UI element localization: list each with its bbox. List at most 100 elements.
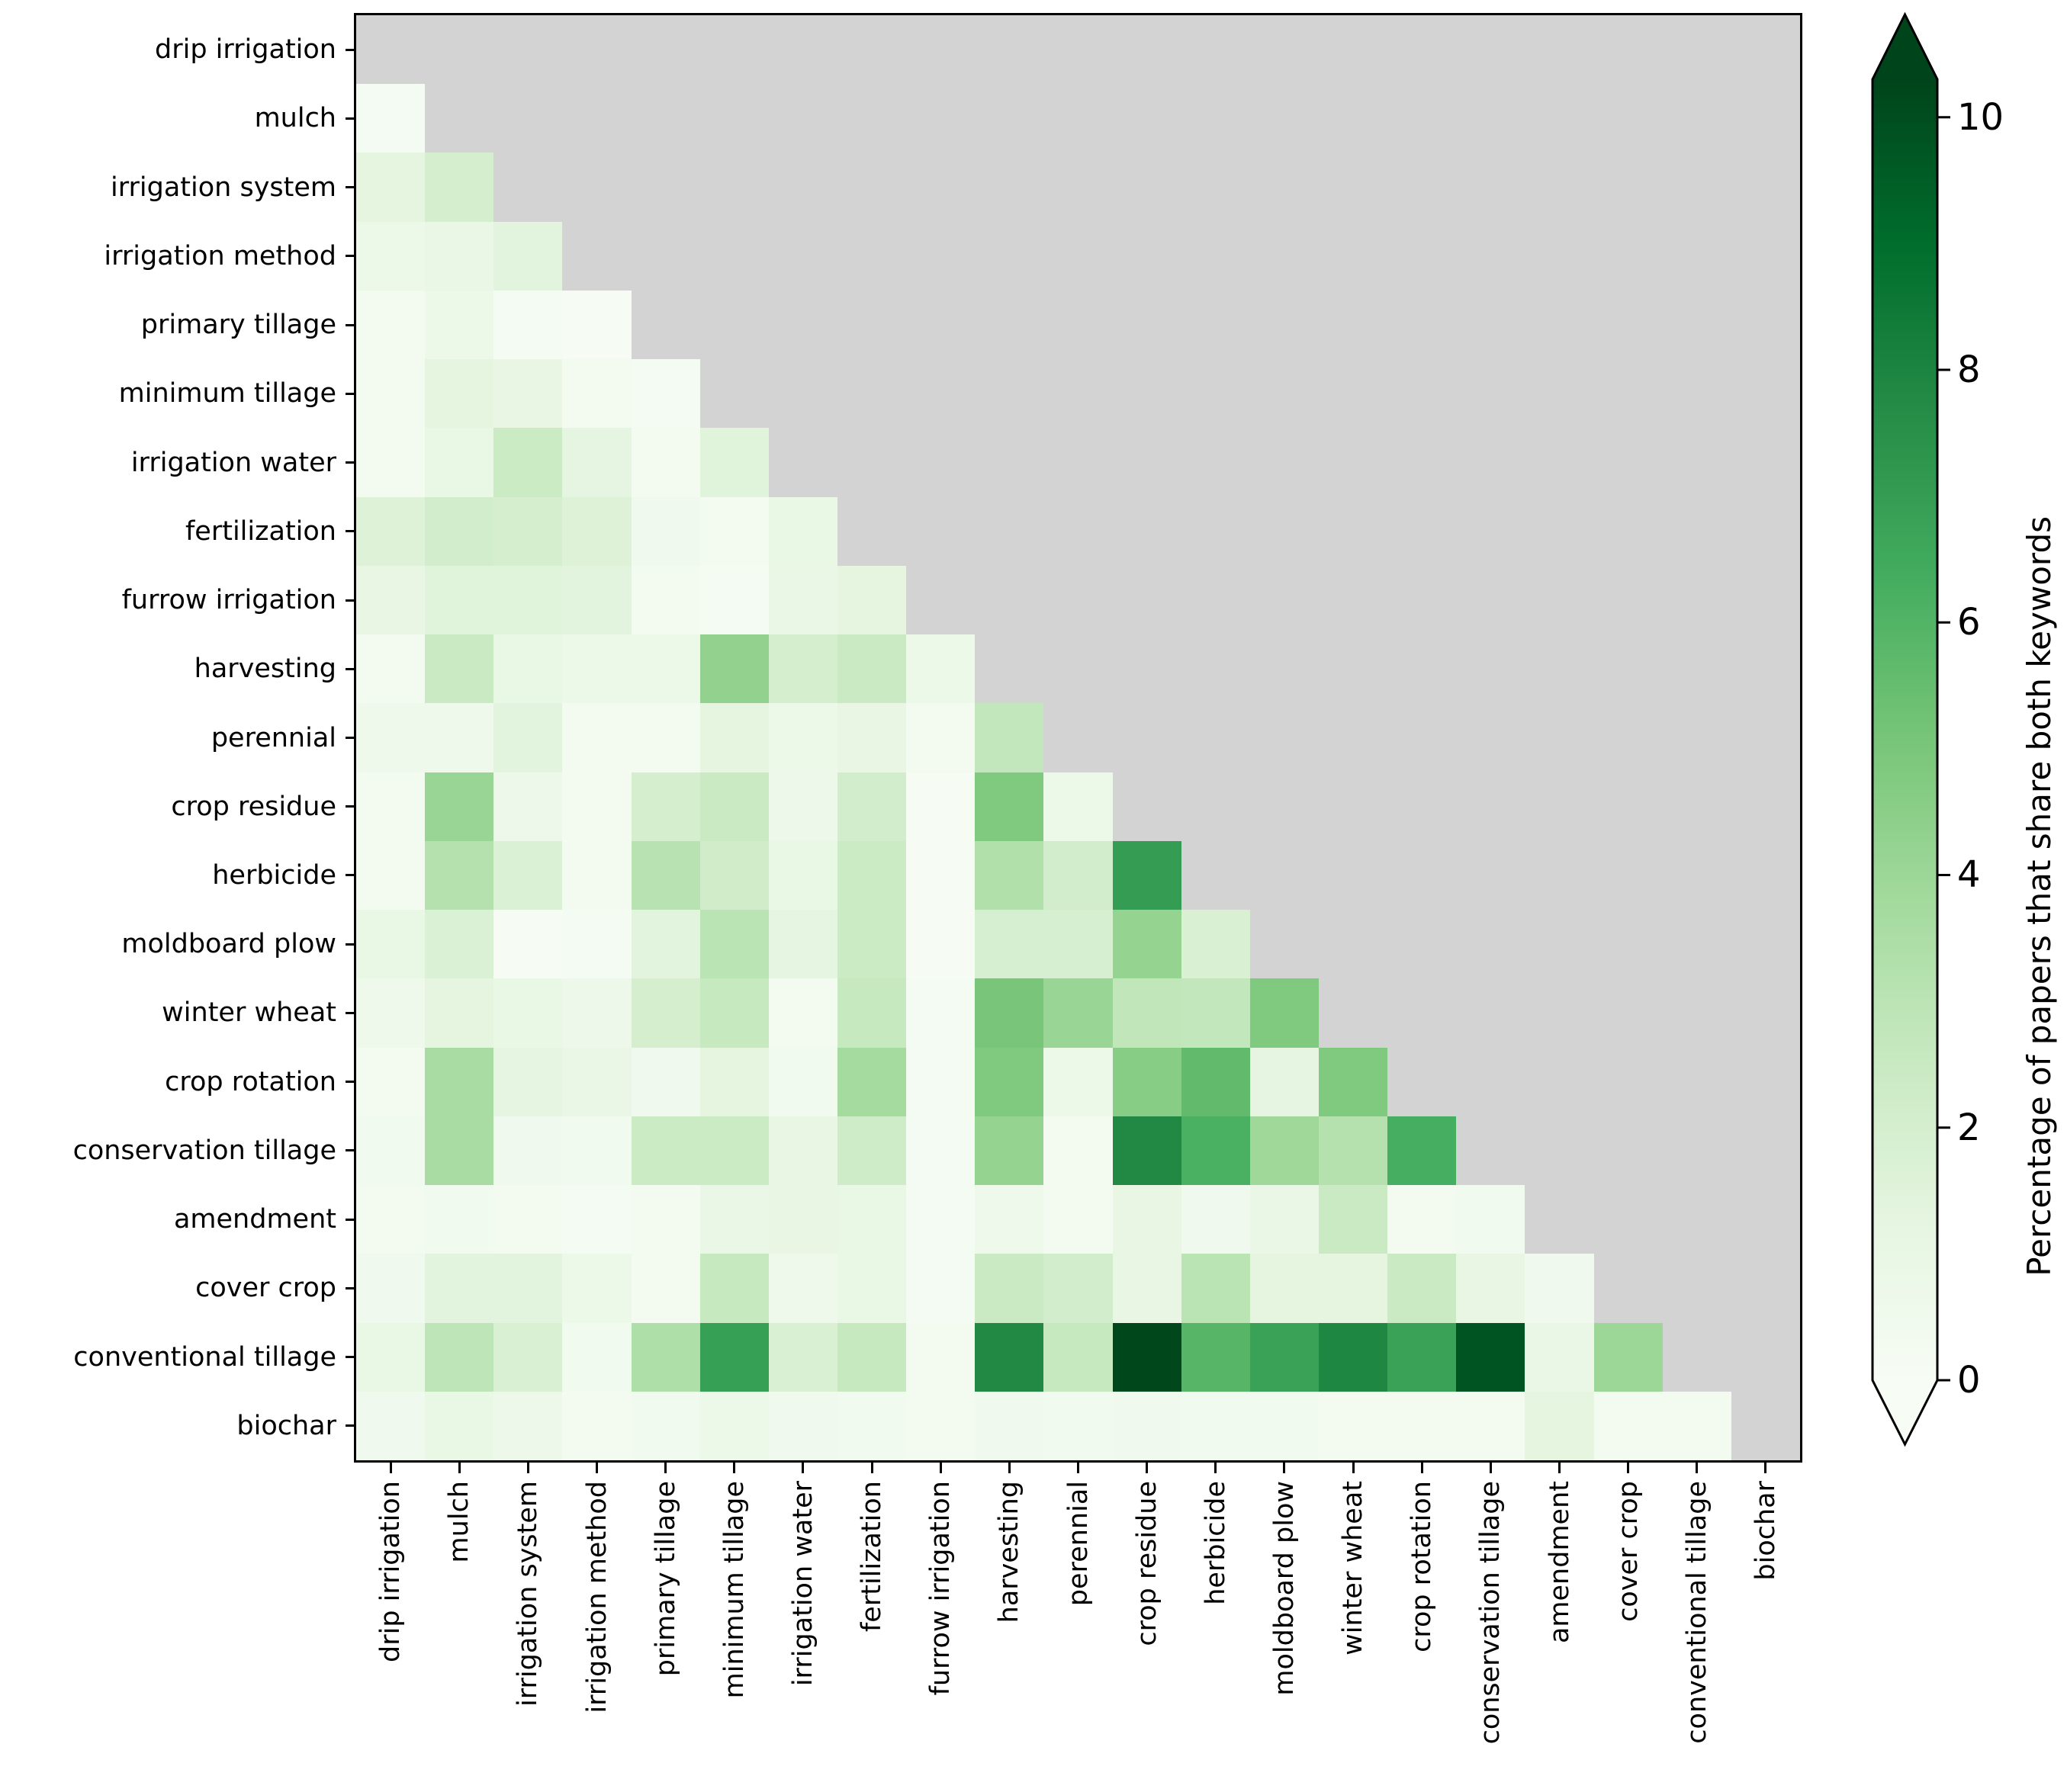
heatmap-cell — [425, 772, 493, 841]
heatmap-cell — [562, 291, 632, 359]
heatmap-cell — [493, 978, 562, 1048]
heatmap-cell — [632, 497, 700, 566]
heatmap-cell — [425, 978, 493, 1048]
heatmap-cell — [562, 497, 632, 566]
heatmap-cell — [562, 841, 632, 910]
heatmap-cell — [632, 1254, 700, 1323]
heatmap-cell — [1043, 841, 1113, 910]
heatmap-cell — [632, 1392, 700, 1460]
heatmap-cell — [1594, 1323, 1663, 1392]
heatmap-cell — [1113, 1323, 1181, 1392]
x-axis-tick — [458, 1463, 461, 1473]
y-axis-tick — [346, 667, 356, 670]
heatmap-cell — [562, 978, 632, 1048]
y-tick-label: irrigation system — [111, 172, 336, 203]
heatmap-cell — [1387, 1254, 1456, 1323]
heatmap-cell — [562, 1392, 632, 1460]
heatmap-cell — [700, 428, 769, 497]
y-tick-label: conventional tillage — [73, 1341, 336, 1373]
heatmap-cell — [425, 841, 493, 910]
y-axis-tick — [346, 1286, 356, 1289]
heatmap-cell — [975, 978, 1043, 1048]
heatmap-cell — [1250, 1254, 1319, 1323]
heatmap-cell — [700, 910, 769, 978]
colorbar-ticks — [1937, 116, 1950, 1382]
heatmap-cell — [1456, 1323, 1525, 1392]
heatmap-cell — [906, 1254, 975, 1323]
heatmap-cell — [1387, 1392, 1456, 1460]
y-tick-label: irrigation water — [130, 447, 336, 478]
heatmap-cell — [562, 634, 632, 703]
heatmap-cell — [562, 910, 632, 978]
heatmap-cell — [906, 703, 975, 772]
heatmap-cell — [562, 428, 632, 497]
y-tick-label: fertilization — [185, 515, 336, 547]
heatmap-cell — [769, 1048, 837, 1116]
y-axis-tick — [346, 392, 356, 395]
y-axis-tick — [346, 874, 356, 877]
heatmap-cell — [1250, 1116, 1319, 1185]
heatmap-cell — [1594, 1392, 1663, 1460]
heatmap-cell — [769, 910, 837, 978]
y-axis-tick — [346, 1081, 356, 1084]
heatmap-cell — [493, 359, 562, 428]
heatmap-cell — [1456, 1392, 1525, 1460]
heatmap-cell — [356, 1323, 425, 1392]
colorbar-tick-label: 0 — [1957, 1359, 1981, 1402]
heatmap-cell — [1319, 1392, 1387, 1460]
heatmap-cell — [1525, 1392, 1594, 1460]
heatmap-cell — [1113, 1185, 1181, 1254]
y-axis-tick — [346, 943, 356, 946]
heatmap-cell — [356, 1392, 425, 1460]
heatmap-cell — [769, 634, 837, 703]
y-axis-tick — [346, 323, 356, 326]
y-axis-tick — [346, 737, 356, 739]
heatmap-cell — [906, 1392, 975, 1460]
x-axis-tick — [664, 1463, 667, 1473]
heatmap-cell — [562, 1116, 632, 1185]
y-axis-tick — [346, 1218, 356, 1221]
heatmap-cell — [356, 291, 425, 359]
heatmap-cell — [906, 978, 975, 1048]
heatmap-cell — [769, 1392, 837, 1460]
colorbar-tick-label: 6 — [1957, 601, 1981, 644]
heatmap-cell — [1319, 1254, 1387, 1323]
y-tick-label: winter wheat — [162, 997, 336, 1029]
heatmap-cell — [632, 841, 700, 910]
heatmap-cell — [1387, 1116, 1456, 1185]
y-tick-label: conservation tillage — [72, 1135, 336, 1166]
heatmap-cell — [425, 153, 493, 222]
y-axis-tick — [346, 599, 356, 602]
heatmap-cell — [1250, 1185, 1319, 1254]
x-axis-tick — [389, 1463, 392, 1473]
heatmap-cell — [356, 359, 425, 428]
heatmap-cell — [1250, 1048, 1319, 1116]
heatmap-cell — [562, 703, 632, 772]
heatmap-cell — [425, 1254, 493, 1323]
heatmap-cell — [837, 1254, 906, 1323]
heatmap-cell — [1043, 910, 1113, 978]
heatmap-cell — [700, 634, 769, 703]
heatmap-cell — [356, 566, 425, 634]
heatmap-cell — [837, 566, 906, 634]
heatmap-cell — [1113, 1392, 1181, 1460]
heatmap-cell — [769, 1185, 837, 1254]
heatmap-cell — [493, 634, 562, 703]
heatmap-cell — [493, 1116, 562, 1185]
heatmap-cell — [975, 703, 1043, 772]
heatmap-cell — [1181, 910, 1250, 978]
colorbar-tick-label: 10 — [1957, 95, 2004, 139]
heatmap-cell — [700, 497, 769, 566]
heatmap-cell — [493, 772, 562, 841]
colorbar-tick-label: 2 — [1957, 1106, 1981, 1149]
y-axis-tick — [346, 1424, 356, 1427]
heatmap-cell — [425, 1392, 493, 1460]
heatmap-cell — [975, 1185, 1043, 1254]
heatmap-cell — [1043, 1185, 1113, 1254]
heatmap-cell — [356, 634, 425, 703]
heatmap-cell — [1043, 1116, 1113, 1185]
heatmap-cell — [632, 772, 700, 841]
heatmap-cell — [425, 222, 493, 291]
colorbar-tick-label: 4 — [1957, 853, 1981, 897]
heatmap-cell — [356, 703, 425, 772]
